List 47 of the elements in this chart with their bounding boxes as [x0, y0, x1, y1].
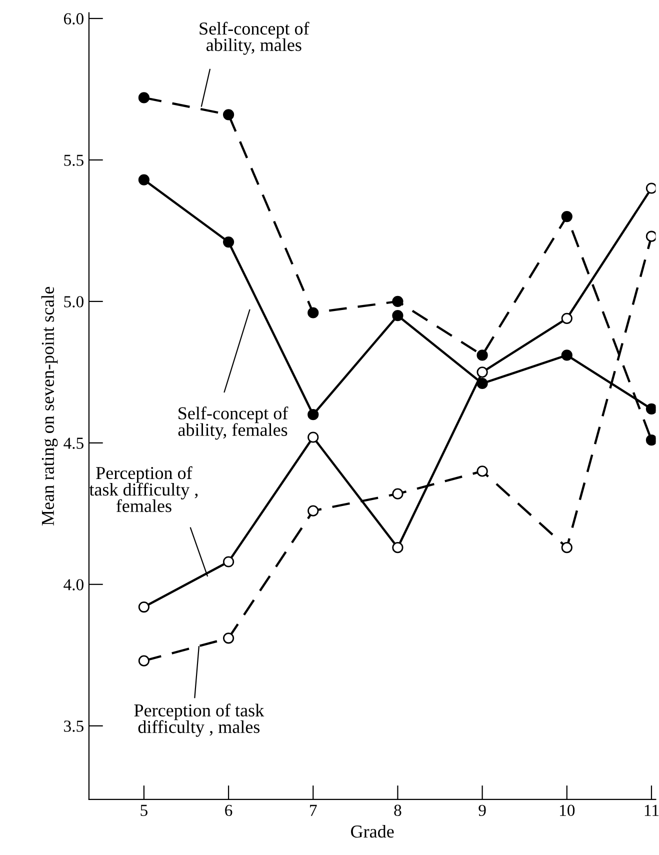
y-tick-label: 6.0: [64, 13, 84, 25]
point: [308, 505, 319, 516]
y-axis-title: Mean rating on seven-point scale: [41, 286, 58, 526]
x-tick-label: 6: [225, 804, 232, 816]
point: [308, 307, 319, 318]
text: Self-concept of ability, males: [200, 22, 310, 55]
y-tick-label: 4.0: [64, 579, 84, 590]
point: [222, 109, 234, 120]
point: [561, 542, 572, 554]
point: [222, 236, 234, 248]
point: [476, 378, 488, 390]
point: [308, 432, 319, 443]
x-tick-label: 8: [394, 804, 402, 816]
point: [476, 350, 488, 361]
x-axis-title: Grade: [351, 824, 394, 838]
text: Perception of task difficulty , females: [89, 466, 198, 512]
point: [138, 655, 150, 666]
point: [646, 182, 656, 194]
point: [561, 312, 572, 324]
x-tick-label: 9: [478, 804, 486, 816]
point: [561, 210, 572, 222]
series-label: Self-concept of ability, females: [178, 406, 288, 440]
point: [392, 296, 404, 307]
y-tick-label: 5.0: [64, 296, 84, 308]
y-tick-label: 3.5: [64, 720, 84, 732]
point: [222, 632, 234, 644]
text: Perception of task difficulty , males: [134, 704, 264, 737]
point: [561, 350, 572, 361]
x-tick-label: 10: [560, 804, 575, 816]
x-tick-label: 7: [310, 804, 317, 816]
x-tick-label: 11: [644, 804, 658, 816]
point: [138, 92, 150, 104]
point: [646, 403, 656, 415]
point: [392, 542, 404, 554]
point: [392, 310, 404, 322]
point: [392, 488, 404, 500]
point: [222, 556, 234, 568]
point: [476, 366, 488, 378]
x-tick-label: 5: [140, 804, 148, 816]
point: [138, 174, 150, 186]
y-tick-label: 5.5: [64, 154, 84, 166]
point: [308, 409, 319, 420]
y-tick-label: 4.5: [64, 438, 84, 449]
point: [646, 230, 656, 242]
point: [476, 466, 488, 477]
point: [138, 601, 150, 613]
point: [646, 434, 656, 446]
